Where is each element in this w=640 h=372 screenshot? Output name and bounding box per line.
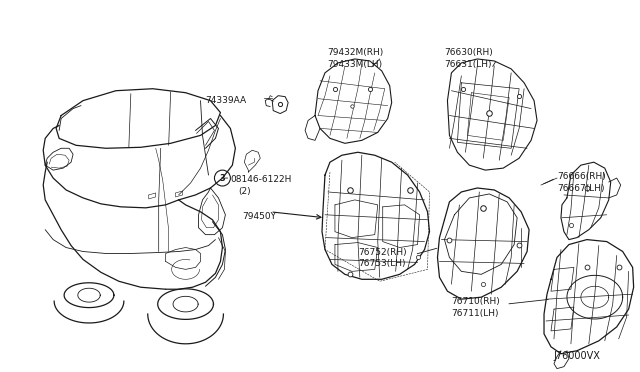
- Text: 76711(LH): 76711(LH): [451, 309, 499, 318]
- Text: (2): (2): [238, 187, 251, 196]
- Text: 76666(RH): 76666(RH): [557, 172, 605, 181]
- Text: 76710(RH): 76710(RH): [451, 297, 500, 306]
- Text: 76667(LH): 76667(LH): [557, 184, 604, 193]
- Text: 74339AA: 74339AA: [205, 96, 246, 105]
- Text: 08146-6122H: 08146-6122H: [230, 175, 292, 184]
- Text: 79433M(LH): 79433M(LH): [327, 60, 382, 69]
- Text: 79450Y: 79450Y: [243, 212, 276, 221]
- Text: 76752(RH): 76752(RH): [358, 247, 406, 257]
- Text: J76000VX: J76000VX: [553, 351, 600, 361]
- Text: 3: 3: [220, 174, 225, 183]
- Text: 79432M(RH): 79432M(RH): [327, 48, 383, 57]
- Text: 76631(LH): 76631(LH): [444, 60, 492, 69]
- Text: 76630(RH): 76630(RH): [444, 48, 493, 57]
- Text: 76753(LH): 76753(LH): [358, 259, 405, 269]
